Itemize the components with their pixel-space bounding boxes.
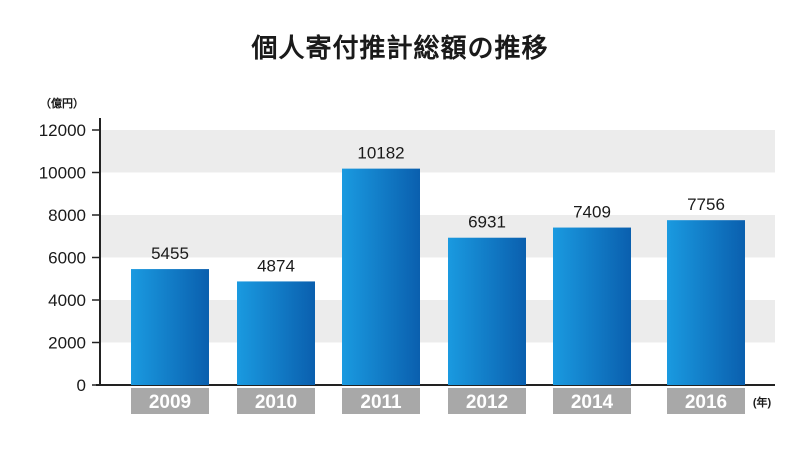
y-tick-label: 12000 — [39, 121, 86, 140]
axes: 0 2000 4000 6000 8000 10000 12000 （億円） — [39, 96, 775, 395]
y-tick-label: 0 — [77, 376, 86, 395]
grid-bands — [100, 130, 775, 343]
bar-2016 — [667, 220, 745, 385]
data-label-2011: 10182 — [357, 144, 404, 163]
category-label-2016: 2016 — [685, 392, 727, 413]
data-label-2014: 7409 — [573, 203, 611, 222]
bar-2009 — [131, 269, 209, 385]
y-tick-label: 6000 — [48, 249, 86, 268]
data-label-2010: 4874 — [257, 256, 295, 275]
y-axis-unit-label: （億円） — [40, 96, 84, 110]
category-label-2010: 2010 — [255, 392, 297, 413]
category-label-bg-2012 — [448, 388, 526, 414]
category-label-bg-2010 — [237, 388, 315, 414]
category-label-2011: 2011 — [360, 392, 402, 413]
grid-band — [100, 215, 775, 258]
bar-2010 — [237, 281, 315, 385]
grid-band — [100, 300, 775, 343]
category-label-bg-2016 — [667, 388, 745, 414]
data-label-2016: 7756 — [687, 195, 725, 214]
category-label-bg-2011 — [342, 388, 420, 414]
y-tick-label: 8000 — [48, 206, 86, 225]
y-tick-label: 4000 — [48, 291, 86, 310]
category-label-bg-2014 — [553, 388, 631, 414]
bar-2014 — [553, 227, 631, 385]
x-axis-unit-label: (年) — [753, 395, 772, 409]
y-tick-label: 2000 — [48, 334, 86, 353]
chart-title: 個人寄付推計総額の推移 — [251, 34, 549, 64]
category-label-2014: 2014 — [571, 392, 614, 413]
data-label-2012: 6931 — [468, 213, 506, 232]
y-tick-label: 10000 — [39, 164, 86, 183]
category-label-2012: 2012 — [466, 392, 508, 413]
bars — [131, 168, 745, 385]
bar-2011 — [342, 168, 420, 385]
grid-band — [100, 130, 775, 173]
labels: 5455 2009 4874 2010 10182 2011 6931 2012 7409 201… — [131, 144, 771, 414]
data-label-2009: 5455 — [151, 244, 189, 263]
category-label-bg-2009 — [131, 388, 209, 414]
bar-2012 — [448, 237, 526, 385]
category-label-2009: 2009 — [149, 392, 191, 413]
